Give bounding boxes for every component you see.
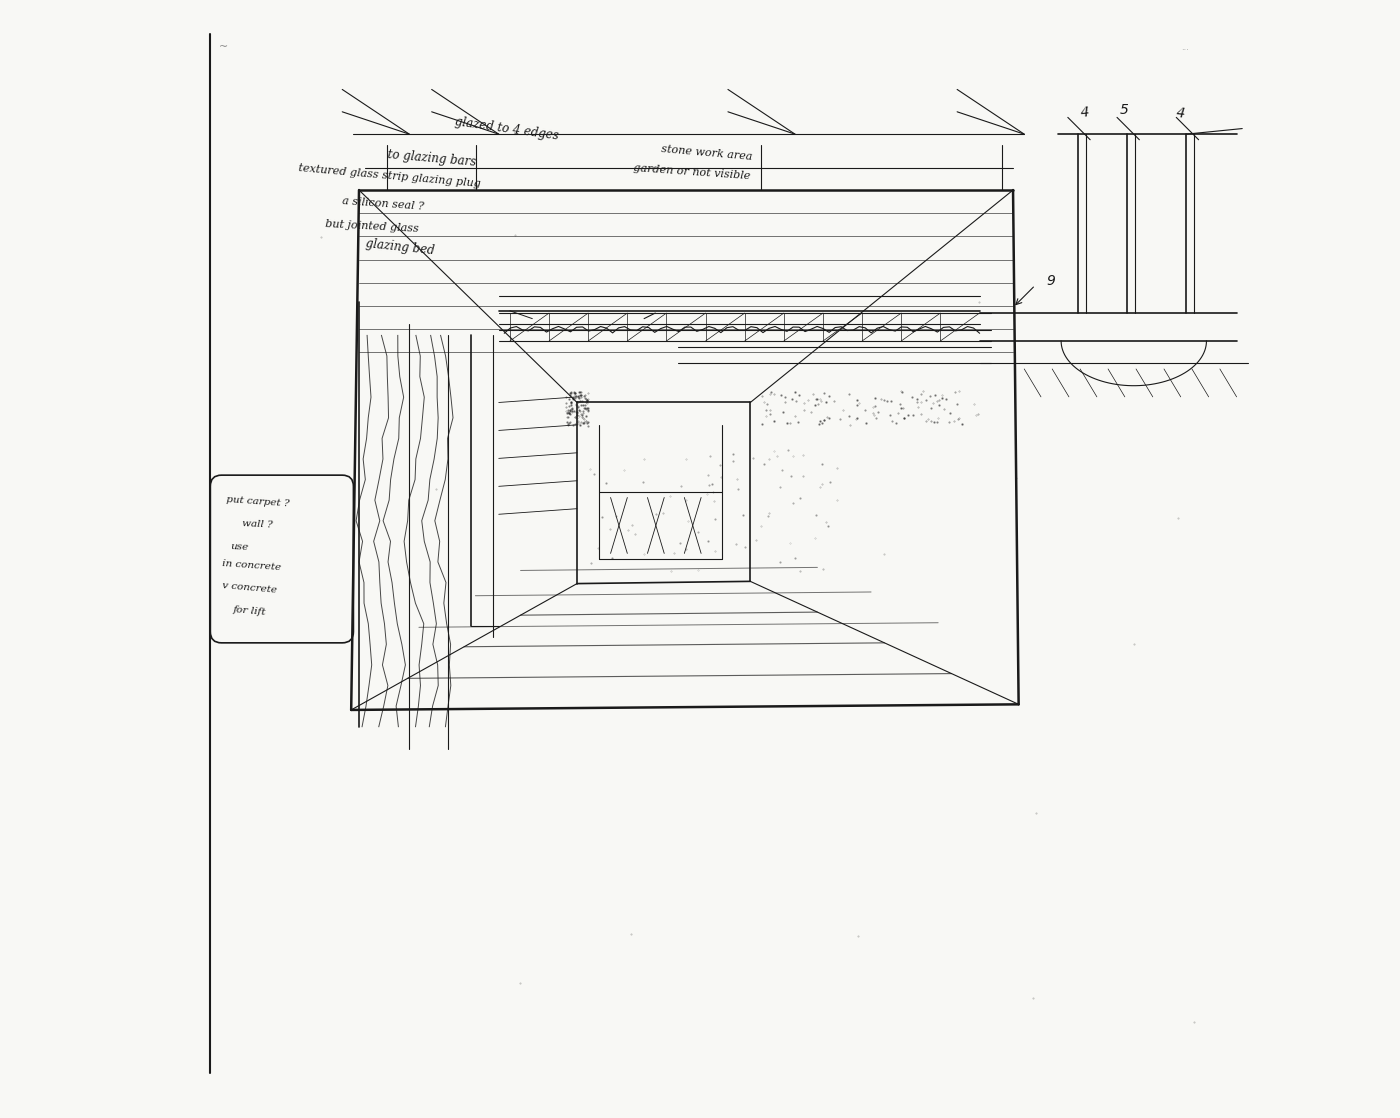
Text: 4: 4 xyxy=(1081,106,1091,121)
Text: ~: ~ xyxy=(220,42,228,53)
Text: textured glass strip glazing plug: textured glass strip glazing plug xyxy=(298,163,480,189)
Text: wall ?: wall ? xyxy=(242,519,273,530)
Text: glazed to 4 edges: glazed to 4 edges xyxy=(454,115,560,143)
Text: in concrete: in concrete xyxy=(221,559,281,572)
Text: 4: 4 xyxy=(1175,106,1186,121)
Text: v concrete: v concrete xyxy=(221,580,277,595)
Text: but jointed glass: but jointed glass xyxy=(325,218,420,234)
Text: put carpet ?: put carpet ? xyxy=(225,495,290,509)
Text: to glazing bars: to glazing bars xyxy=(386,148,476,169)
Text: a silicon seal ?: a silicon seal ? xyxy=(342,197,424,212)
Text: use: use xyxy=(231,542,249,552)
Text: 9: 9 xyxy=(1047,274,1056,288)
Text: stone work area: stone work area xyxy=(661,144,753,162)
Text: for lift: for lift xyxy=(232,605,266,617)
Text: ...: ... xyxy=(1180,44,1189,53)
Text: garden or not visible: garden or not visible xyxy=(633,163,750,181)
Text: glazing bed: glazing bed xyxy=(364,237,435,257)
Text: 5: 5 xyxy=(1119,103,1128,117)
